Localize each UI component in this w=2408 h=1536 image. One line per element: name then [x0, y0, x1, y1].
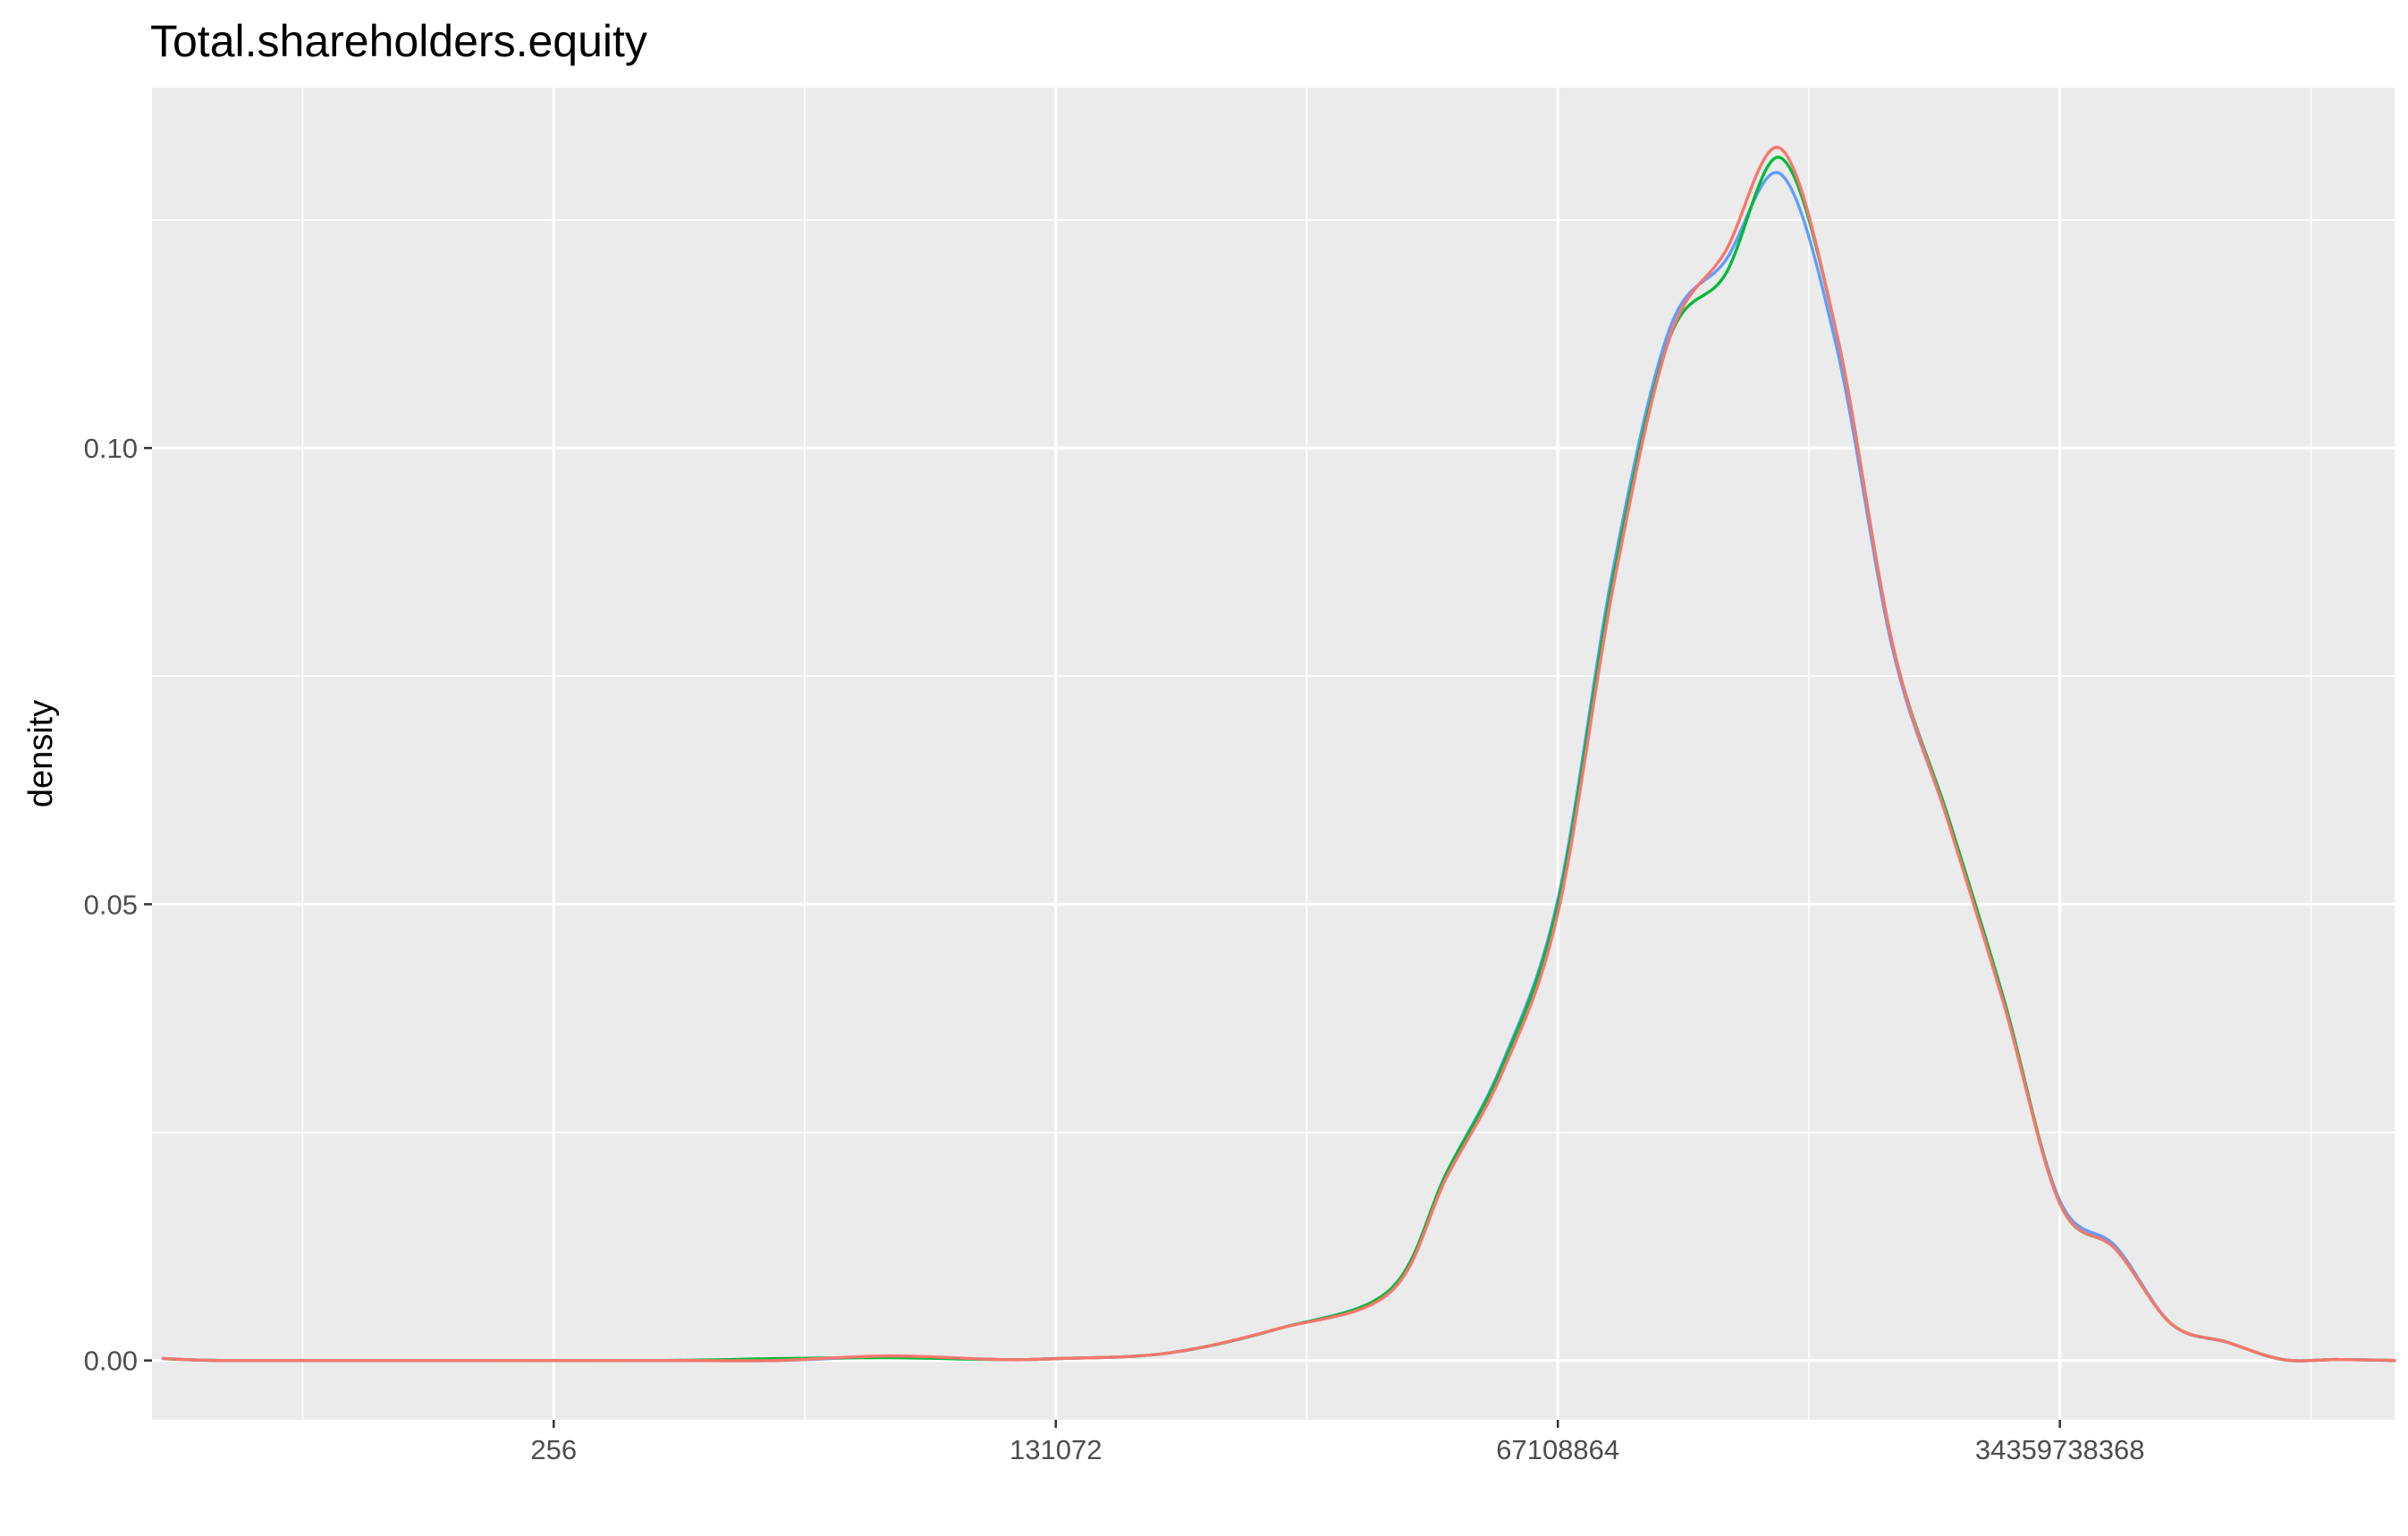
x-tick-label: 256 — [530, 1434, 577, 1465]
y-axis-title: density — [22, 700, 60, 807]
minor-gridlines — [152, 88, 2395, 1420]
chart-title: Total.shareholders.equity — [150, 16, 647, 66]
y-tick-label: 0.10 — [84, 433, 138, 464]
density-line-3 — [161, 146, 2396, 1363]
x-axis: 256 131072 67108864 34359738368 — [530, 1420, 2145, 1465]
density-curves — [161, 146, 2396, 1363]
plot-panel — [152, 88, 2395, 1420]
y-axis: 0.00 0.05 0.10 — [84, 433, 152, 1377]
y-tick-label: 0.00 — [84, 1346, 138, 1377]
major-gridlines — [152, 88, 2395, 1420]
x-tick-label: 34359738368 — [1975, 1434, 2145, 1465]
y-tick-label: 0.05 — [84, 889, 138, 920]
x-tick-label: 131072 — [1010, 1434, 1102, 1465]
x-tick-label: 67108864 — [1496, 1434, 1619, 1465]
